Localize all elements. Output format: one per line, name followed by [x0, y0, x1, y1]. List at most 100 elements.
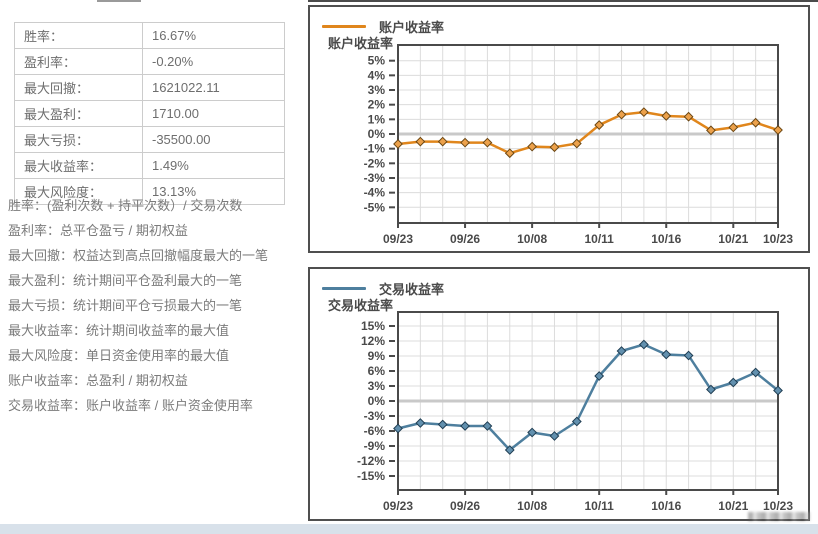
stat-value: -0.20%	[141, 48, 286, 75]
y-tick-label: 1%	[368, 112, 386, 126]
legend-line-marker	[322, 287, 366, 290]
y-tick-label: 0%	[368, 127, 386, 141]
y-tick-label: -12%	[357, 454, 385, 468]
stats-row: 最大盈利： 1710.00	[14, 100, 286, 127]
data-point-marker	[616, 109, 627, 120]
data-point-marker	[661, 111, 672, 121]
data-point-marker	[706, 125, 716, 136]
data-point-marker	[683, 111, 694, 122]
y-tick-label: 12%	[361, 334, 385, 348]
data-point-marker	[616, 346, 627, 356]
y-tick-label: -9%	[364, 439, 386, 453]
stats-table: 胜率： 16.67% 盈利率： -0.20% 最大回撤： 1621022.11 最大盈利： 1…	[14, 22, 286, 205]
stat-label: 最大回撤：	[14, 74, 143, 101]
x-tick-label: 10/16	[651, 232, 681, 246]
y-tick-label: 5%	[368, 54, 386, 68]
metric-definitions: 胜率：(盈利次数 + 持平次数）/ 交易次数 盈利率：总平仓盈亏 / 期初权益最大…	[8, 193, 268, 418]
stat-label: 胜率：	[14, 22, 143, 49]
stats-row: 胜率： 16.67%	[14, 22, 286, 49]
plot-border	[397, 311, 779, 491]
y-tick-label: -2%	[364, 156, 386, 170]
legend: 账户收益率	[322, 17, 444, 36]
x-tick-label: 09/26	[450, 232, 480, 246]
data-point-marker	[594, 120, 605, 130]
data-point-marker	[527, 427, 538, 438]
definition-line: 胜率：(盈利次数 + 持平次数）/ 交易次数	[8, 198, 243, 213]
data-point-marker	[638, 339, 649, 350]
data-point-marker	[393, 139, 403, 149]
data-point-marker	[527, 141, 538, 152]
data-point-marker	[661, 349, 672, 360]
x-tick-label: 09/23	[383, 232, 413, 246]
y-tick-label: 9%	[368, 349, 386, 363]
y-tick-label: 3%	[368, 83, 386, 97]
stat-label: 盈利率：	[14, 48, 143, 75]
x-tick-label: 09/23	[383, 499, 413, 513]
data-point-marker	[728, 377, 739, 388]
definition-line: 最大盈利：统计期间平仓盈利最大的一笔	[8, 273, 243, 288]
stat-label: 最大亏损：	[14, 126, 143, 153]
y-tick-label: -3%	[364, 171, 386, 185]
trade-return-chart-svg: 15%12%9%6%3%0%-3%-6%-9%-12%-15% 09/23 09/2…	[357, 311, 793, 513]
data-point-marker	[482, 137, 493, 148]
data-point-marker	[750, 367, 761, 378]
stats-row: 最大收益率： 1.49%	[14, 152, 286, 179]
definition-line: 最大风险度：单日资金使用率的最大值	[8, 348, 230, 363]
x-tick-label: 10/11	[584, 499, 614, 513]
data-point-marker	[504, 148, 515, 159]
x-tick-label: 10/23	[763, 232, 793, 246]
trade-return-chart-panel: 15% 12% 9% 6% 3% 0% -3% -6% -9% -12% -15% 09/23 09/2…	[308, 267, 810, 521]
definition-line: 最大回撤：权益达到高点回撤幅度最大的一笔	[8, 248, 269, 263]
data-point-marker	[437, 419, 448, 430]
y-axis-title: 交易收益率	[328, 298, 394, 313]
stat-label: 最大盈利：	[14, 100, 143, 127]
data-point-marker	[437, 136, 448, 147]
data-point-marker	[750, 117, 761, 128]
data-point-marker	[773, 385, 783, 396]
stat-value: 1621022.11	[141, 74, 286, 101]
definition-line: 账户收益率：总盈利 / 期初权益	[8, 373, 188, 388]
stats-row: 最大风险度： 13.13%	[14, 178, 286, 205]
y-tick-label: 6%	[368, 364, 386, 378]
data-point-marker	[728, 122, 739, 133]
stats-table-body: 胜率： 16.67% 盈利率： -0.20% 最大回撤： 1621022.11 最大盈利： 1…	[14, 22, 286, 205]
data-point-marker	[393, 423, 403, 434]
legend: 交易收益率	[322, 279, 444, 298]
definition-line: 最大亏损：统计期间平仓亏损最大的一笔	[8, 298, 243, 313]
stats-row: 最大亏损： -35500.00	[14, 126, 286, 153]
data-point-marker	[773, 125, 783, 135]
y-tick-label: -6%	[364, 424, 386, 438]
data-point-marker	[549, 431, 560, 441]
definition-line: 盈利率：总平仓盈亏 / 期初权益	[8, 223, 188, 238]
definition-line: 最大收益率：统计期间收益率的最大值	[8, 323, 230, 338]
y-tick-label: 15%	[361, 319, 385, 333]
stats-row: 最大回撤： 1621022.11	[14, 74, 286, 101]
data-point-marker	[571, 138, 582, 149]
data-point-marker	[549, 142, 560, 153]
x-tick-label: 10/08	[517, 499, 547, 513]
data-point-marker	[594, 371, 605, 381]
x-tick-label: 10/11	[584, 232, 614, 246]
y-tick-label: -15%	[357, 469, 385, 483]
data-point-marker	[504, 445, 515, 455]
data-point-marker	[460, 421, 470, 431]
data-point-marker	[415, 136, 426, 147]
x-tick-label: 10/16	[651, 499, 681, 513]
series-line	[397, 343, 779, 452]
x-tick-label: 09/26	[450, 499, 480, 513]
stat-value: 1710.00	[141, 100, 286, 127]
legend-label: 账户收益率	[379, 20, 445, 35]
y-tick-label: -5%	[364, 200, 386, 214]
x-tick-label: 10/21	[718, 232, 748, 246]
cropped-edge-fragment	[97, 0, 141, 2]
stat-value: -35500.00	[141, 126, 286, 153]
data-point-marker	[460, 137, 470, 148]
legend-line-marker	[322, 25, 366, 28]
y-tick-label: 2%	[368, 98, 386, 112]
y-tick-label: 4%	[368, 68, 386, 82]
y-axis-title: 账户收益率	[328, 36, 394, 51]
account-return-chart-svg: 5%4%3%2%1%0%-1%-2%-3%-4%-5% 09/23 09/26 10/…	[364, 44, 793, 246]
y-tick-label: 3%	[368, 379, 386, 393]
bottom-bar	[0, 524, 818, 534]
